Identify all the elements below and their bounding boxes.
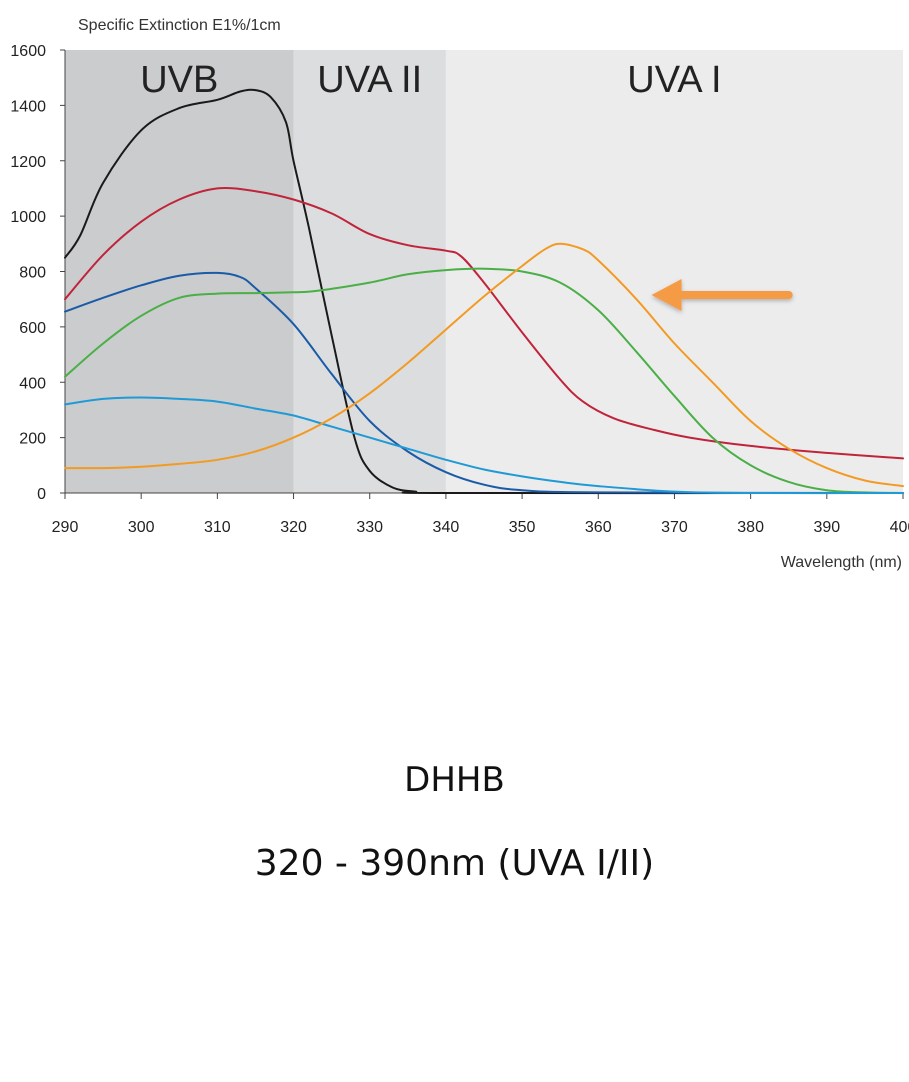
x-tick-label-290: 290: [52, 519, 79, 536]
band-label-uvb: UVB: [140, 59, 218, 101]
series-black: [64, 88, 904, 495]
band-uvb: [65, 50, 294, 493]
x-tick-label-320: 320: [280, 519, 307, 536]
series-light-blue: [64, 396, 904, 495]
y-tick-label-200: 200: [19, 431, 46, 448]
y-tick-label-1000: 1000: [10, 209, 46, 226]
series-red: [64, 187, 904, 460]
x-tick-label-340: 340: [433, 519, 460, 536]
series-dark-blue: [64, 271, 904, 494]
y-tick-label-400: 400: [19, 375, 46, 392]
highlight-arrow: [651, 279, 793, 312]
x-tick-label-300: 300: [128, 519, 155, 536]
y-tick-label-0: 0: [37, 486, 46, 503]
x-tick-label-370: 370: [661, 519, 688, 536]
y-tick-label-1400: 1400: [10, 98, 46, 115]
series-orange: [64, 242, 904, 488]
y-tick-label-1200: 1200: [10, 154, 46, 171]
x-tick-label-390: 390: [813, 519, 840, 536]
annotations: [651, 279, 793, 312]
uv-absorption-chart: UVB UVA II UVA I 0 200 400 600 800 1000 1200 1400…: [10, 17, 909, 571]
x-tick-label-310: 310: [204, 519, 231, 536]
x-tick-label-380: 380: [737, 519, 764, 536]
y-tick-label-1600: 1600: [10, 43, 46, 60]
compound-name: DHHB: [404, 760, 505, 800]
arrow-head: [651, 279, 682, 312]
band-label-uva-i: UVA I: [627, 59, 721, 101]
y-tick-label-600: 600: [19, 320, 46, 337]
absorption-range: 320 - 390nm (UVA I/II): [254, 843, 655, 884]
x-tick-label-400: 400: [890, 519, 909, 536]
series-green: [64, 267, 904, 494]
x-tick-label-330: 330: [356, 519, 383, 536]
axes: 0 200 400 600 800 1000 1200 1400 1600 290 300 310 32…: [10, 43, 909, 536]
y-tick-label-800: 800: [19, 265, 46, 282]
x-axis-title: Wavelength (nm): [781, 554, 902, 571]
band-label-uva-ii: UVA II: [317, 59, 422, 101]
wavelength-bands: UVB UVA II UVA I: [65, 50, 903, 493]
x-tick-label-350: 350: [509, 519, 536, 536]
x-tick-label-360: 360: [585, 519, 612, 536]
y-axis-title: Specific Extinction E1%/1cm: [78, 17, 281, 34]
data-series: [64, 88, 904, 495]
